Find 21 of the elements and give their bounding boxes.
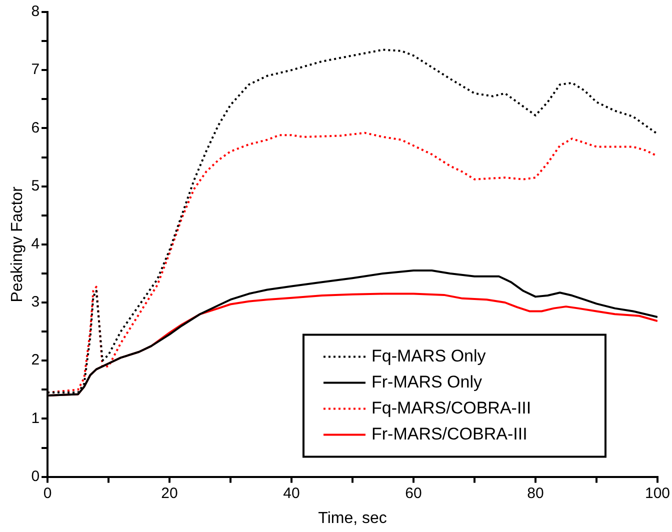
y-tick-label: 6 <box>31 119 40 136</box>
x-tick-label: 80 <box>527 484 544 502</box>
legend-label: Fq-MARS/COBRA-III <box>371 398 532 418</box>
y-tick-label: 5 <box>31 177 40 194</box>
y-tick-label: 1 <box>31 410 40 427</box>
y-tick-label: 0 <box>31 468 40 485</box>
y-tick-label: 4 <box>31 236 40 253</box>
legend-label: Fr-MARS/COBRA-III <box>371 424 528 444</box>
x-tick-label: 20 <box>161 484 178 502</box>
y-tick-label: 7 <box>31 61 40 78</box>
x-tick-label: 0 <box>43 484 52 502</box>
x-tick-label: 60 <box>405 484 422 502</box>
legend-label: Fr-MARS Only <box>371 372 482 392</box>
y-tick-label: 2 <box>31 352 40 369</box>
y-tick-label: 8 <box>31 3 40 20</box>
y-tick-label: 3 <box>31 294 40 311</box>
y-axis-title: Peakingv Factor <box>9 186 26 302</box>
x-axis-title: Time, sec <box>318 510 387 527</box>
x-tick-label: 100 <box>644 484 670 502</box>
x-tick-label: 40 <box>283 484 300 502</box>
legend-label: Fq-MARS Only <box>371 346 486 366</box>
